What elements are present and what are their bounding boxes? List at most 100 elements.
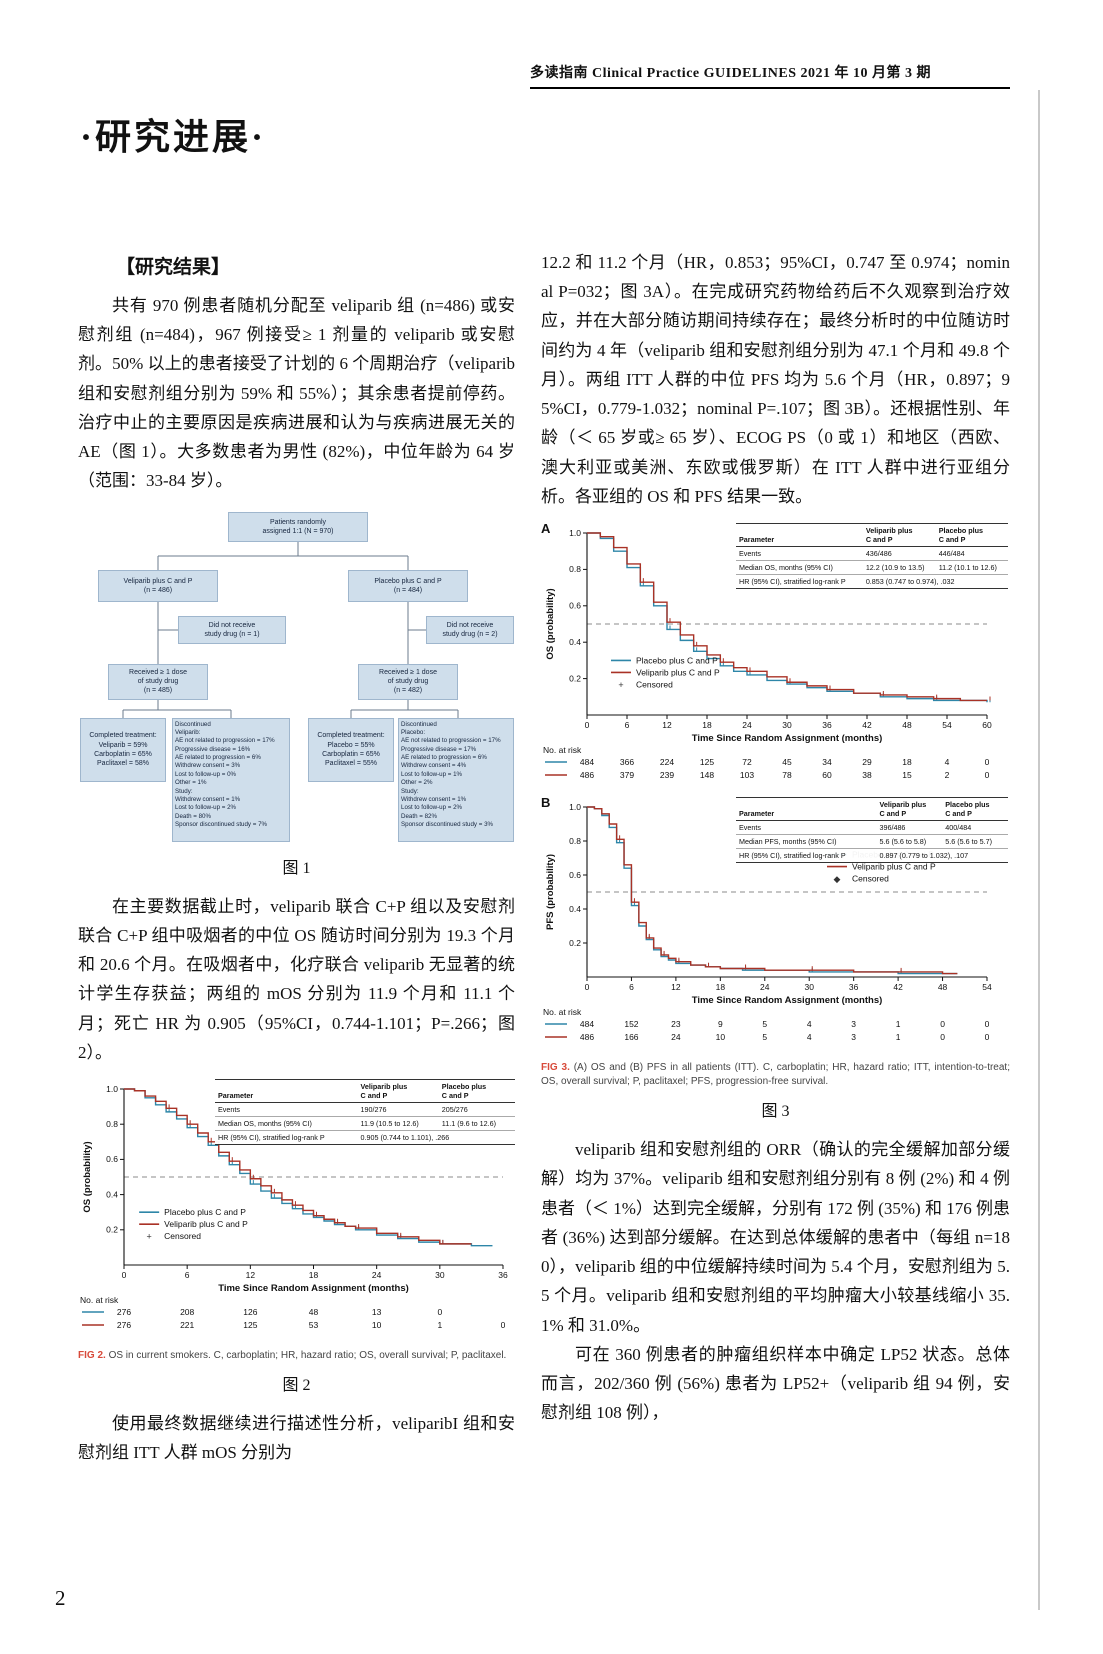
svg-text:Veliparib plus C and P: Veliparib plus C and P — [852, 862, 936, 872]
svg-text:PFS (probability): PFS (probability) — [545, 854, 556, 930]
flow-box-nodrug-right: Did not receive study drug (n = 2) — [426, 615, 514, 644]
figure-3a-parameter-table: Parameter Veliparib plus C and P Placebo p… — [736, 523, 1008, 590]
paragraph-enrollment: 共有 970 例患者随机分配至 veliparib 组 (n=486) 或安慰剂… — [78, 296, 515, 491]
svg-text:30: 30 — [782, 720, 792, 730]
svg-text:0.4: 0.4 — [569, 904, 581, 914]
paragraph-final-analysis-intro: 使用最终数据继续进行描述性分析，veliparibI 组和安慰剂组 ITT 人群… — [78, 1414, 515, 1463]
paragraph-smokers-os: 在主要数据截止时，veliparib 联合 C+P 组以及安慰剂联合 C+P 组… — [78, 896, 515, 1062]
svg-text:48: 48 — [938, 982, 948, 992]
flow-box-randomized: Patients randomly assigned 1:1 (N = 970) — [228, 511, 368, 542]
figure-3: A 0.2 0.4 0.6 0.8 1.0 0 6 12 18 24 30 36 42 48 54 60 Tim… — [541, 521, 1010, 1053]
svg-text:Time Since Random Assignment (: Time Since Random Assignment (months) — [218, 1283, 409, 1294]
svg-text:4: 4 — [807, 1019, 812, 1029]
panel-a-label: A — [541, 521, 551, 537]
svg-text:18: 18 — [309, 1270, 319, 1280]
svg-text:208: 208 — [180, 1307, 194, 1317]
svg-text:103: 103 — [740, 770, 754, 780]
svg-text:0.2: 0.2 — [106, 1225, 118, 1235]
svg-text:+: + — [618, 680, 623, 690]
svg-text:0.6: 0.6 — [569, 870, 581, 880]
svg-text:3: 3 — [851, 1032, 856, 1042]
svg-text:18: 18 — [902, 757, 912, 767]
svg-text:0: 0 — [585, 720, 590, 730]
svg-text:0: 0 — [985, 770, 990, 780]
svg-text:24: 24 — [760, 982, 770, 992]
svg-text:30: 30 — [435, 1270, 445, 1280]
svg-text:5: 5 — [762, 1032, 767, 1042]
svg-text:Veliparib plus C and P: Veliparib plus C and P — [636, 668, 720, 678]
svg-text:484: 484 — [580, 757, 594, 767]
svg-text:152: 152 — [624, 1019, 638, 1029]
journal-header-text: 多读指南 Clinical Practice GUIDELINES 2021 年… — [530, 66, 932, 81]
svg-text:No. at risk: No. at risk — [80, 1295, 119, 1305]
svg-text:24: 24 — [372, 1270, 382, 1280]
figure-2-km-chart: 0.2 0.4 0.6 0.8 1.0 0 6 12 18 24 30 36 Time Since Ra… — [78, 1079, 515, 1341]
svg-text:13: 13 — [372, 1307, 382, 1317]
svg-text:42: 42 — [893, 982, 903, 992]
svg-text:+: + — [147, 1232, 152, 1242]
svg-text:486: 486 — [580, 770, 594, 780]
svg-text:53: 53 — [309, 1320, 319, 1330]
svg-text:36: 36 — [849, 982, 859, 992]
svg-text:1: 1 — [437, 1320, 442, 1330]
svg-text:4: 4 — [945, 757, 950, 767]
svg-text:Censored: Censored — [636, 680, 673, 690]
svg-text:78: 78 — [782, 770, 792, 780]
flowchart-connectors — [122, 541, 459, 718]
svg-text:42: 42 — [862, 720, 872, 730]
svg-text:0.6: 0.6 — [569, 601, 581, 611]
scan-edge-line — [1038, 90, 1040, 1610]
paragraph-lp52: 可在 360 例患者的肿瘤组织样本中确定 LP52 状态。总体而言，202/36… — [541, 1344, 1010, 1423]
svg-text:36: 36 — [498, 1270, 508, 1280]
two-column-body: 【研究结果】 共有 970 例患者随机分配至 veliparib 组 (n=48… — [78, 248, 1010, 1468]
svg-text:0: 0 — [501, 1320, 506, 1330]
figure-3a-plot: 0.20.40.60.81.00 6 12 18 24 30 36 42 48 54 60Time … — [543, 528, 992, 780]
svg-text:0.2: 0.2 — [569, 938, 581, 948]
figure-2-plot: 0.2 0.4 0.6 0.8 1.0 0 6 12 18 24 30 36 Time Since Ra… — [80, 1084, 508, 1330]
figure-2-caption-text: OS in current smokers. C, carboplatin; H… — [105, 1350, 507, 1362]
flow-box-veliparib-arm: Veliparib plus C and P (n = 486) — [98, 569, 218, 602]
svg-text:484: 484 — [580, 1019, 594, 1029]
figure-3-caption-tag: FIG 3. — [541, 1062, 570, 1074]
svg-text:0.6: 0.6 — [106, 1154, 118, 1164]
svg-text:148: 148 — [700, 770, 714, 780]
svg-text:Placebo plus C and P: Placebo plus C and P — [636, 656, 718, 666]
svg-text:10: 10 — [716, 1032, 726, 1042]
svg-text:6: 6 — [629, 982, 634, 992]
flow-box-received-right: Received ≥ 1 dose of study drug (n = 482… — [358, 663, 458, 700]
svg-text:23: 23 — [671, 1019, 681, 1029]
svg-text:◆: ◆ — [834, 874, 841, 884]
svg-text:0: 0 — [940, 1032, 945, 1042]
svg-text:12: 12 — [246, 1270, 256, 1280]
journal-header: 多读指南 Clinical Practice GUIDELINES 2021 年… — [530, 62, 1010, 89]
svg-text:12: 12 — [671, 982, 681, 992]
svg-text:9: 9 — [718, 1019, 723, 1029]
svg-text:54: 54 — [942, 720, 952, 730]
svg-text:72: 72 — [742, 757, 752, 767]
svg-text:OS (probability): OS (probability) — [545, 588, 556, 659]
svg-text:3: 3 — [851, 1019, 856, 1029]
svg-text:0: 0 — [585, 982, 590, 992]
figure-2-label: 图 2 — [282, 1377, 311, 1395]
svg-text:0: 0 — [940, 1019, 945, 1029]
flow-box-discontinued-right: Discontinued Placebo: AE not related to … — [398, 717, 514, 842]
svg-text:1.0: 1.0 — [569, 528, 581, 538]
svg-text:276: 276 — [117, 1307, 131, 1317]
left-column: 【研究结果】 共有 970 例患者随机分配至 veliparib 组 (n=48… — [78, 248, 515, 1468]
right-column: 12.2 和 11.2 个月（HR，0.853；95%CI，0.747 至 0.… — [541, 248, 1010, 1468]
page-number: 2 — [55, 1586, 66, 1610]
svg-text:18: 18 — [716, 982, 726, 992]
svg-text:54: 54 — [982, 982, 992, 992]
figure-3b-parameter-table: Parameter Veliparib plus C and P Placebo p… — [736, 797, 1008, 864]
svg-text:Veliparib plus C and P: Veliparib plus C and P — [164, 1219, 248, 1229]
svg-text:48: 48 — [902, 720, 912, 730]
svg-text:10: 10 — [372, 1320, 382, 1330]
svg-text:221: 221 — [180, 1320, 194, 1330]
svg-text:0.4: 0.4 — [106, 1189, 118, 1199]
svg-text:38: 38 — [862, 770, 872, 780]
svg-text:0: 0 — [985, 1032, 990, 1042]
svg-text:Censored: Censored — [852, 874, 889, 884]
figure-2-parameter-table: Parameter Veliparib plus C and P Placebo p… — [215, 1079, 515, 1146]
svg-text:60: 60 — [982, 720, 992, 730]
